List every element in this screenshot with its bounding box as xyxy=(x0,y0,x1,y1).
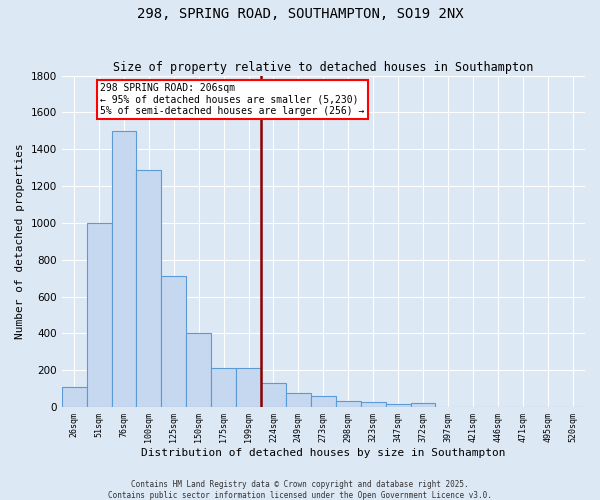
Bar xyxy=(186,334,211,407)
Text: 298 SPRING ROAD: 206sqm
← 95% of detached houses are smaller (5,230)
5% of semi-: 298 SPRING ROAD: 206sqm ← 95% of detache… xyxy=(100,83,365,116)
Bar xyxy=(311,396,336,407)
Bar xyxy=(136,170,161,407)
Bar xyxy=(62,387,86,407)
Bar xyxy=(410,404,436,407)
Bar xyxy=(361,402,386,407)
Bar xyxy=(236,368,261,407)
X-axis label: Distribution of detached houses by size in Southampton: Distribution of detached houses by size … xyxy=(141,448,506,458)
Bar xyxy=(336,400,361,407)
Bar xyxy=(261,383,286,407)
Title: Size of property relative to detached houses in Southampton: Size of property relative to detached ho… xyxy=(113,62,533,74)
Bar xyxy=(286,394,311,407)
Bar xyxy=(86,223,112,407)
Bar xyxy=(161,276,186,407)
Y-axis label: Number of detached properties: Number of detached properties xyxy=(15,144,25,339)
Bar xyxy=(211,368,236,407)
Bar xyxy=(112,131,136,407)
Text: Contains HM Land Registry data © Crown copyright and database right 2025.
Contai: Contains HM Land Registry data © Crown c… xyxy=(108,480,492,500)
Text: 298, SPRING ROAD, SOUTHAMPTON, SO19 2NX: 298, SPRING ROAD, SOUTHAMPTON, SO19 2NX xyxy=(137,8,463,22)
Bar xyxy=(386,404,410,407)
